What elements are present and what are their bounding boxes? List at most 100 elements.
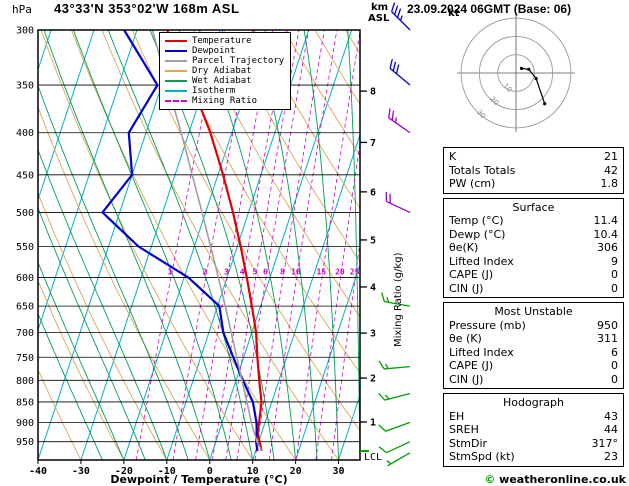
wind-barb bbox=[385, 191, 411, 214]
stats-table-header: Most Unstable bbox=[494, 305, 573, 318]
km-tick-label: 6 bbox=[370, 187, 376, 198]
stat-label: PW (cm) bbox=[449, 177, 496, 190]
legend: Temperature Dewpoint Parcel Trajectory Dry … bbox=[159, 32, 292, 110]
temperature-axis: -40 -30 -20 -10 0 10 20 30 bbox=[29, 460, 345, 477]
temp-tick-label: 0 bbox=[207, 466, 213, 477]
legend-swatch-isotherm bbox=[165, 90, 187, 92]
stat-value: 10.4 bbox=[593, 227, 619, 241]
stats-table-surface: Surface Temp (°C) 11.4 Dewp (°C) 10.4 θe(K) 30… bbox=[443, 197, 624, 298]
stat-value: 0 bbox=[611, 268, 618, 281]
temp-tick-label: -30 bbox=[72, 466, 90, 477]
stats-panel: K 21 Totals Totals 42 PW (cm) 1.8 Surface Temp … bbox=[443, 147, 624, 467]
stat-value: 42 bbox=[604, 163, 618, 177]
pressure-tick-label: 350 bbox=[16, 81, 34, 92]
pressure-tick-label: 600 bbox=[16, 273, 34, 284]
wind-barb bbox=[378, 392, 411, 401]
stat-value: 0 bbox=[611, 372, 618, 386]
stat-row: StmSpd (kt) 23 bbox=[444, 450, 623, 464]
hodograph-ring-label: 10 bbox=[501, 82, 513, 94]
wind-barbs bbox=[378, 2, 411, 467]
pressure-tick-label: 500 bbox=[16, 208, 34, 219]
temp-tick-label: -10 bbox=[158, 466, 176, 477]
stat-label: StmSpd (kt) bbox=[449, 450, 515, 463]
stat-value: 317° bbox=[591, 436, 619, 450]
legend-item: Isotherm bbox=[165, 86, 284, 96]
wind-barb bbox=[386, 452, 411, 467]
stat-label: Lifted Index bbox=[449, 345, 514, 359]
temp-tick-label: -40 bbox=[29, 466, 47, 477]
stats-table-header: Hodograph bbox=[503, 396, 564, 409]
pressure-tick-label: 750 bbox=[16, 353, 34, 364]
mixing-ratio-axis-title: Mixing Ratio (g/kg) bbox=[393, 252, 404, 347]
temp-tick-label: 20 bbox=[290, 466, 302, 477]
x-axis-title: Dewpoint / Temperature (°C) bbox=[110, 473, 288, 486]
km-tick-label: 2 bbox=[370, 374, 376, 385]
stat-label: CAPE (J) bbox=[449, 359, 494, 372]
mixing-ratio-value-label: 20 bbox=[335, 268, 345, 277]
mixing-ratio-value-label: 3 bbox=[224, 268, 229, 277]
stat-row: EH 43 bbox=[444, 410, 623, 424]
stat-row: Lifted Index 6 bbox=[444, 346, 623, 360]
stat-row: Temp (°C) 11.4 bbox=[444, 214, 623, 228]
pressure-unit-label: hPa bbox=[12, 3, 32, 16]
pressure-tick-label: 900 bbox=[16, 418, 34, 429]
stat-label: CIN (J) bbox=[449, 281, 484, 295]
stat-value: 9 bbox=[611, 254, 618, 268]
stat-label: SREH bbox=[449, 423, 479, 436]
mixing-ratio-value-label: 10 bbox=[291, 268, 301, 277]
run-datetime: 23.09.2024 06GMT (Base: 06) bbox=[407, 2, 572, 16]
stat-label: Dewp (°C) bbox=[449, 227, 506, 241]
stat-row: CAPE (J) 0 bbox=[444, 268, 623, 282]
lcl-label: LCL bbox=[364, 452, 383, 463]
hodograph-unit-label: kt bbox=[448, 8, 460, 19]
copyright: © weatheronline.co.uk bbox=[484, 473, 626, 486]
legend-swatch-parcel-trajectory bbox=[165, 60, 187, 62]
altitude-unit-km: km bbox=[371, 2, 389, 13]
legend-label: Temperature bbox=[192, 36, 252, 46]
hodograph-ring-label: 30 bbox=[475, 108, 487, 120]
km-tick-label: 7 bbox=[370, 138, 376, 149]
stat-row: CIN (J) 0 bbox=[444, 282, 623, 296]
temp-tick-label: -20 bbox=[115, 466, 133, 477]
wind-barb bbox=[378, 360, 411, 370]
legend-swatch-wet-adiabat bbox=[165, 80, 187, 82]
stats-table-header: Surface bbox=[512, 200, 555, 214]
km-tick-label: 3 bbox=[370, 329, 376, 340]
series-dewpoint bbox=[101, 30, 259, 452]
copyright-text: weatheronline.co.uk bbox=[499, 473, 626, 486]
stat-row: Dewp (°C) 10.4 bbox=[444, 228, 623, 242]
legend-item: Dry Adiabat bbox=[165, 66, 284, 76]
stat-row: CAPE (J) 0 bbox=[444, 359, 623, 373]
mixing-ratio-value-label: 5 bbox=[252, 268, 257, 277]
stat-label: K bbox=[449, 150, 457, 163]
wind-barb bbox=[378, 441, 411, 454]
copyright-symbol: © bbox=[484, 473, 496, 486]
plot-border bbox=[37, 29, 361, 461]
pressure-tick-label: 550 bbox=[16, 242, 34, 253]
stat-value: 11.4 bbox=[593, 214, 619, 227]
stat-value: 44 bbox=[604, 423, 618, 436]
mixing-ratio-value-label: 6 bbox=[263, 268, 268, 277]
legend-label: Isotherm bbox=[192, 86, 236, 96]
km-tick-label: 4 bbox=[370, 282, 376, 293]
mixing-ratio-value-label: 4 bbox=[240, 268, 245, 277]
stat-label: StmDir bbox=[449, 436, 488, 450]
stat-value: 43 bbox=[604, 409, 618, 423]
km-tick-label: 8 bbox=[370, 87, 376, 98]
stat-label: CIN (J) bbox=[449, 372, 484, 386]
legend-label: Dewpoint bbox=[192, 46, 236, 56]
wind-barb bbox=[389, 58, 411, 86]
stat-value: 306 bbox=[597, 241, 618, 254]
legend-swatch-dewpoint bbox=[165, 50, 187, 52]
km-axis: 1 2 3 4 5 6 7 8 bbox=[360, 87, 376, 428]
pressure-tick-label: 700 bbox=[16, 328, 34, 339]
wind-barb bbox=[378, 421, 411, 432]
mixing-ratio-value-label: 15 bbox=[316, 268, 326, 277]
legend-item: Mixing Ratio bbox=[165, 96, 284, 106]
series-parcel-trajectory bbox=[151, 30, 263, 452]
pressure-tick-label: 650 bbox=[16, 302, 34, 313]
legend-label: Dry Adiabat bbox=[192, 66, 252, 76]
